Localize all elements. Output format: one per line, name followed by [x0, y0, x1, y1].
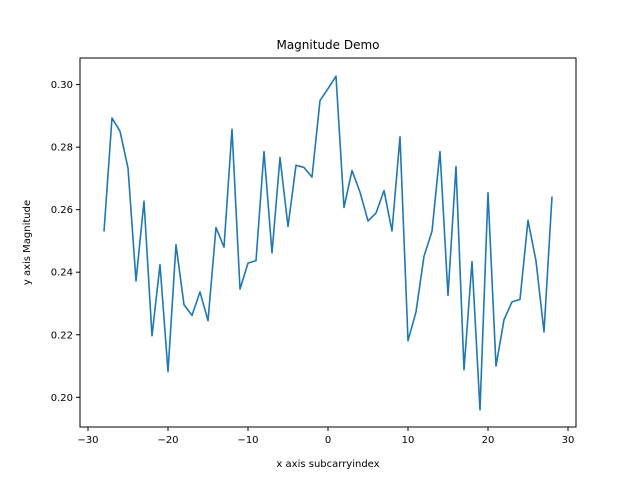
y-tick-label: 0.30	[51, 80, 73, 91]
x-tick-label: −30	[77, 435, 98, 446]
x-axis-title: x axis subcarryindex	[276, 459, 379, 470]
y-tick-label: 0.26	[51, 205, 73, 216]
y-axis: 0.20 0.22 0.24 0.26 0.28 0.30	[51, 80, 80, 404]
x-tick-label: 30	[562, 435, 575, 446]
x-tick-label: 0	[325, 435, 331, 446]
y-tick-label: 0.22	[51, 330, 73, 341]
x-tick-label: 20	[482, 435, 495, 446]
y-tick-label: 0.28	[51, 143, 73, 154]
x-tick-label: −10	[237, 435, 258, 446]
chart-title: Magnitude Demo	[276, 38, 379, 52]
series-line-0	[103, 75, 553, 411]
x-tick-label: −20	[157, 435, 178, 446]
x-tick-label: 10	[402, 435, 415, 446]
x-axis: −30 −20 −10 0 10 20 30	[77, 427, 574, 446]
y-tick-label: 0.20	[51, 393, 73, 404]
y-axis-title: y axis Magnitude	[22, 200, 33, 285]
plot-area	[103, 75, 553, 411]
y-tick-label: 0.24	[51, 268, 73, 279]
